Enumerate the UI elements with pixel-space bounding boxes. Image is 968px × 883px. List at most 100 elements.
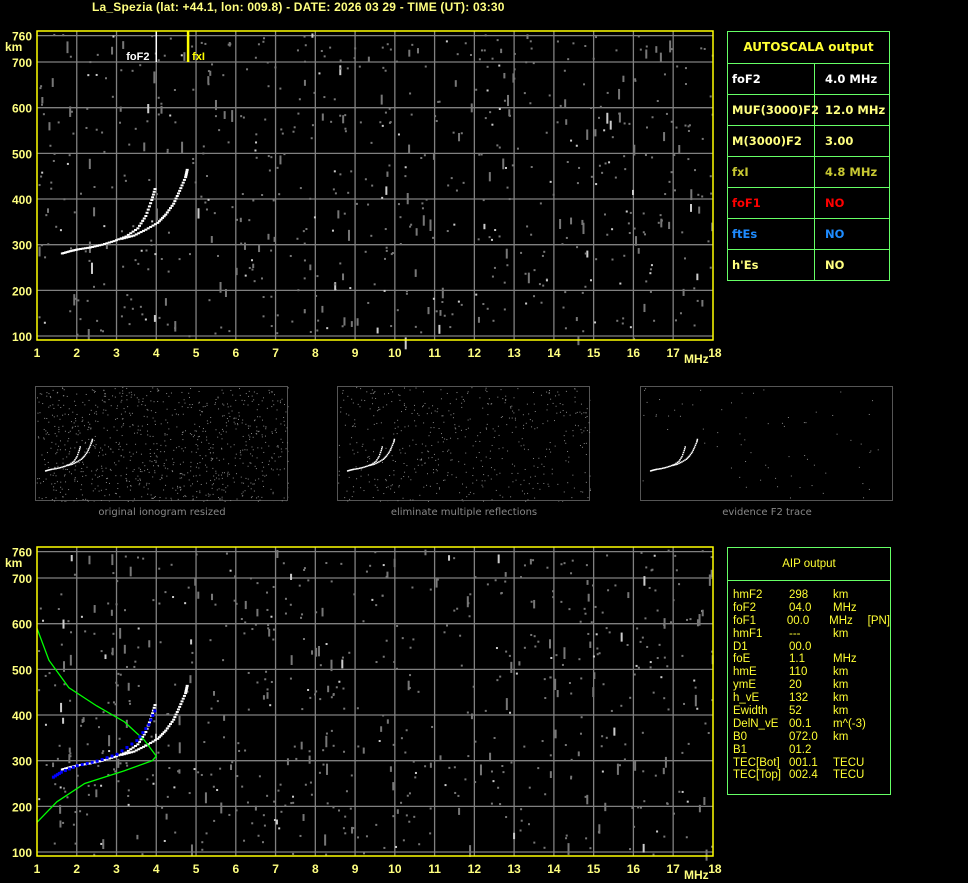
noise-echo xyxy=(626,644,629,647)
noise-echo xyxy=(383,393,385,395)
noise-echo xyxy=(95,789,98,798)
noise-echo xyxy=(579,732,582,735)
noise-echo xyxy=(454,80,457,87)
noise-echo xyxy=(280,423,282,425)
noise-echo xyxy=(498,434,500,436)
noise-echo xyxy=(115,603,118,606)
noise-echo xyxy=(460,303,463,306)
noise-echo xyxy=(299,834,302,837)
noise-echo xyxy=(581,413,583,415)
noise-echo xyxy=(128,143,131,146)
noise-echo xyxy=(157,390,159,392)
noise-echo xyxy=(405,814,408,817)
trace-point xyxy=(692,449,694,452)
noise-echo xyxy=(84,425,86,427)
noise-echo xyxy=(188,335,191,338)
noise-echo xyxy=(335,686,338,689)
noise-echo xyxy=(515,672,518,675)
noise-echo xyxy=(182,474,184,476)
noise-echo xyxy=(199,455,201,457)
noise-echo xyxy=(442,451,444,453)
noise-echo xyxy=(103,409,105,411)
noise-echo xyxy=(157,113,160,116)
trace-point xyxy=(73,460,75,463)
trace-point xyxy=(393,438,396,441)
noise-echo xyxy=(744,439,746,441)
noise-echo xyxy=(403,476,405,478)
noise-echo xyxy=(493,436,495,438)
noise-echo xyxy=(190,406,192,408)
noise-echo xyxy=(393,660,396,663)
noise-echo xyxy=(278,474,280,476)
noise-echo xyxy=(178,742,181,754)
noise-echo xyxy=(76,413,78,415)
trace-point xyxy=(378,461,380,463)
noise-echo xyxy=(541,463,543,465)
noise-echo xyxy=(86,466,88,468)
noise-echo xyxy=(585,442,587,444)
trace-point xyxy=(76,248,80,251)
trace-point xyxy=(139,747,143,750)
noise-echo xyxy=(541,254,544,257)
noise-echo xyxy=(269,704,272,707)
noise-echo xyxy=(142,401,144,403)
trace-point xyxy=(179,703,183,706)
noise-echo xyxy=(309,696,312,699)
noise-echo xyxy=(153,720,156,723)
noise-echo xyxy=(432,153,435,160)
noise-echo xyxy=(363,490,365,492)
noise-echo xyxy=(251,433,253,435)
trace-point xyxy=(79,446,81,448)
noise-echo xyxy=(253,399,255,401)
noise-echo xyxy=(106,478,108,480)
noise-echo xyxy=(510,407,512,409)
noise-echo xyxy=(352,486,354,488)
noise-echo xyxy=(690,189,693,201)
noise-echo xyxy=(339,67,342,70)
noise-echo xyxy=(195,553,198,556)
y-unit-label: km xyxy=(5,556,22,570)
noise-echo xyxy=(274,429,276,431)
noise-echo xyxy=(66,395,68,397)
noise-echo xyxy=(227,475,229,477)
noise-echo xyxy=(268,460,270,462)
noise-echo xyxy=(57,465,59,467)
noise-echo xyxy=(504,580,507,583)
noise-echo xyxy=(276,549,279,558)
noise-echo xyxy=(128,392,130,394)
noise-echo xyxy=(373,283,376,286)
noise-echo xyxy=(245,423,247,425)
noise-echo xyxy=(447,184,450,187)
noise-echo xyxy=(251,400,253,402)
fitted-trace-point xyxy=(120,749,124,753)
noise-echo xyxy=(765,464,767,466)
noise-echo xyxy=(425,198,428,201)
noise-echo xyxy=(454,791,457,794)
noise-echo xyxy=(533,457,535,459)
noise-echo xyxy=(563,647,566,659)
noise-echo xyxy=(467,391,469,393)
noise-echo xyxy=(98,455,100,457)
noise-echo xyxy=(156,448,158,450)
noise-echo xyxy=(157,59,160,62)
noise-echo xyxy=(655,414,657,416)
noise-echo xyxy=(586,580,589,585)
noise-echo xyxy=(571,559,574,562)
noise-echo xyxy=(404,452,406,454)
noise-echo xyxy=(117,488,119,490)
noise-echo xyxy=(428,435,430,437)
noise-echo xyxy=(376,327,379,334)
x-tick-label: 8 xyxy=(312,346,319,360)
noise-echo xyxy=(368,455,370,457)
noise-echo xyxy=(154,470,156,472)
noise-echo xyxy=(68,747,71,753)
noise-echo xyxy=(503,308,506,311)
noise-echo xyxy=(388,392,390,394)
noise-echo xyxy=(213,212,216,215)
noise-echo xyxy=(300,616,303,619)
noise-echo xyxy=(202,428,204,430)
noise-echo xyxy=(811,485,813,487)
noise-echo xyxy=(139,305,142,308)
noise-echo xyxy=(133,469,135,471)
noise-echo xyxy=(270,615,273,618)
